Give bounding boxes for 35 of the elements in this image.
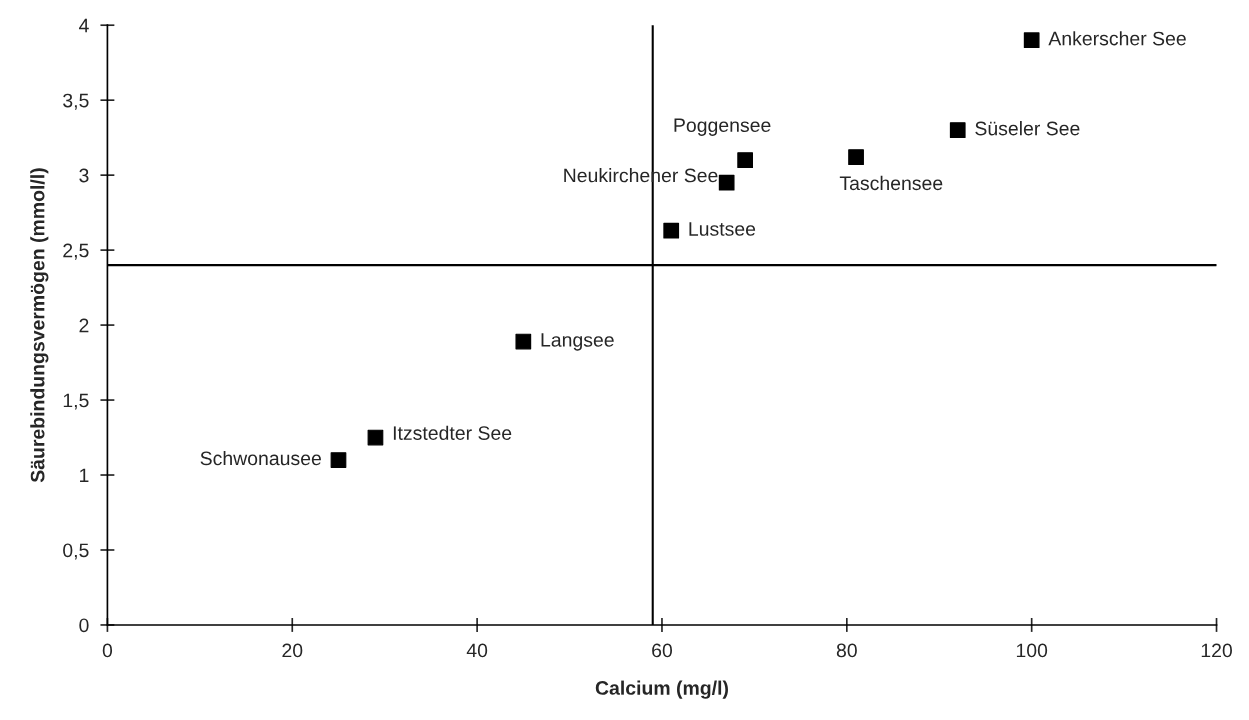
y-tick-label: 1,5 bbox=[63, 393, 89, 410]
point bbox=[663, 222, 680, 239]
x-tick-label: 100 bbox=[1016, 643, 1048, 658]
annotation: Itzstedter See bbox=[393, 425, 512, 440]
annotation: Schwonausee bbox=[200, 450, 321, 466]
annotation: Langsee bbox=[541, 333, 614, 351]
annotation: Süseler See bbox=[975, 121, 1080, 136]
point bbox=[718, 174, 735, 191]
x-tick-label: 80 bbox=[836, 643, 857, 658]
y-tick-label: 0,5 bbox=[63, 543, 89, 560]
y-tick-label: 4 bbox=[78, 18, 89, 33]
x-axis-title: Calcium (mg/l) bbox=[595, 680, 728, 699]
x-tick-label: 20 bbox=[282, 643, 303, 658]
y-tick-label: 0 bbox=[79, 618, 89, 633]
point bbox=[330, 452, 347, 468]
x-tick-label: 60 bbox=[652, 643, 673, 658]
point bbox=[848, 149, 864, 166]
point bbox=[949, 122, 966, 139]
point bbox=[367, 429, 384, 446]
y-tick-label: 2,5 bbox=[63, 243, 89, 260]
annotation: Taschensee bbox=[839, 175, 943, 191]
y-tick-label: 3,5 bbox=[63, 93, 89, 110]
x-tick-label: 0 bbox=[102, 643, 113, 658]
y-tick-label: 2 bbox=[79, 318, 89, 333]
y-tick-label: 1 bbox=[80, 468, 89, 483]
point bbox=[1023, 32, 1040, 49]
point bbox=[515, 333, 532, 350]
annotation: Poggensee bbox=[674, 118, 771, 136]
x-tick-label: 120 bbox=[1201, 643, 1232, 658]
annotation: Ankerscher See bbox=[1048, 31, 1186, 46]
x-tick-label: 40 bbox=[466, 643, 488, 658]
y-axis-title: Säurebindungsvermögen (mmol/l) bbox=[30, 168, 49, 483]
y-tick-label: 3 bbox=[79, 168, 89, 183]
annotation: Lustsee bbox=[689, 222, 756, 236]
point bbox=[737, 152, 754, 169]
